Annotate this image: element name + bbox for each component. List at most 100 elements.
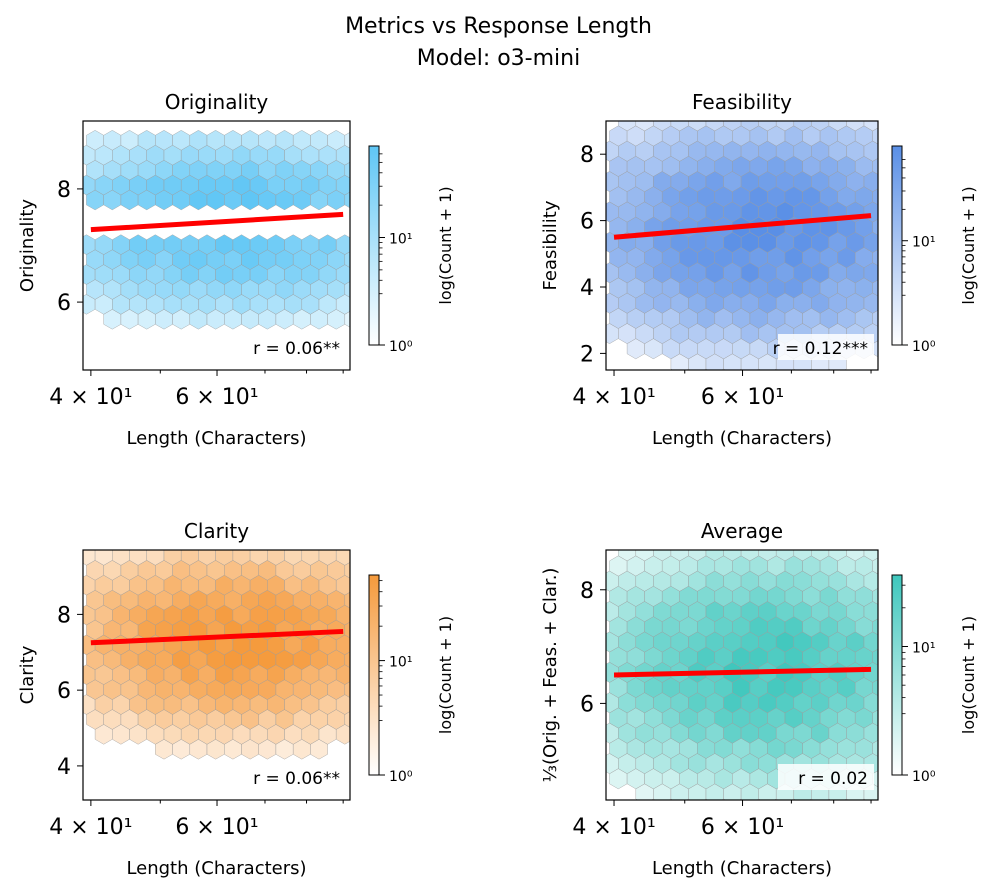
hexbin-cells <box>83 130 350 330</box>
hex-cell <box>793 550 812 562</box>
hex-cell <box>336 234 350 255</box>
colorbar-tick-label: 10¹ <box>389 232 412 248</box>
x-axis-label: Length (Characters) <box>126 858 306 879</box>
correlation-label: r = 0.06** <box>253 769 340 789</box>
x-tick-label: 6 × 10¹ <box>701 815 784 840</box>
hex-cell <box>846 550 865 562</box>
correlation-label: r = 0.02 <box>798 769 868 789</box>
hex-cell <box>740 550 759 562</box>
x-tick-label: 4 × 10¹ <box>49 385 132 410</box>
correlation-annotation: r = 0.06** <box>250 334 346 360</box>
panel-title: Clarity <box>184 519 249 543</box>
hex-cell <box>820 525 838 545</box>
colorbar-label: log(Count + 1) <box>436 186 455 304</box>
hex-cell <box>705 550 724 562</box>
colorbar-tick-label: 10¹ <box>912 640 935 656</box>
panel-title: Average <box>701 519 783 543</box>
regression-line <box>90 211 344 233</box>
colorbar-label: log(Count + 1) <box>959 186 978 304</box>
hex-cell <box>300 550 303 551</box>
axes-frame <box>82 120 351 371</box>
y-axis-label: Clarity <box>17 645 38 704</box>
hex-cell <box>838 95 856 115</box>
colorbar-tick-label: 10⁰ <box>389 339 413 355</box>
hex-cell <box>811 550 830 562</box>
hex-cell <box>162 550 166 551</box>
hex-cell <box>820 95 838 115</box>
y-tick-label: 4 <box>57 755 71 780</box>
y-tick-label: 6 <box>580 210 594 235</box>
hex-cell <box>128 550 131 551</box>
x-axis-label: Length (Characters) <box>652 428 832 449</box>
x-tick-label: 6 × 10¹ <box>175 385 258 410</box>
y-tick-label: 8 <box>57 603 71 628</box>
hex-cell <box>723 550 742 562</box>
colorbar-tick-label: 10¹ <box>912 235 935 251</box>
hex-cell <box>855 525 873 545</box>
x-tick-label: 6 × 10¹ <box>175 815 258 840</box>
hex-cell <box>803 525 821 545</box>
hex-cell <box>345 531 362 551</box>
hexbin-cells <box>83 531 362 760</box>
x-tick-label: 6 × 10¹ <box>701 385 784 410</box>
hex-cell <box>680 525 698 545</box>
hex-cell <box>283 550 286 551</box>
hex-cell <box>662 525 680 545</box>
annotation-box <box>778 334 874 360</box>
axes-frame <box>605 120 879 371</box>
hex-cell <box>653 550 672 562</box>
hex-cell <box>688 121 707 132</box>
y-tick-label: 8 <box>57 178 71 203</box>
y-tick-label: 6 <box>57 679 71 704</box>
hex-cell <box>758 121 777 132</box>
colorbar-label: log(Count + 1) <box>436 616 455 734</box>
x-tick-label: 4 × 10¹ <box>572 385 655 410</box>
y-tick-label: 6 <box>57 291 71 316</box>
y-axis-label: Originality <box>17 199 38 292</box>
hex-cell <box>863 550 878 562</box>
x-tick-label: 4 × 10¹ <box>572 815 655 840</box>
axes-frame <box>605 549 879 801</box>
hex-cell <box>740 121 759 132</box>
x-tick-label: 4 × 10¹ <box>49 815 132 840</box>
panel-clarity: Clarity 4 × 10¹ 6 × 10¹ Length (Characters)… <box>17 519 455 879</box>
hex-cell <box>838 525 856 545</box>
y-tick-label: 2 <box>580 342 594 367</box>
hex-cell <box>793 121 812 132</box>
correlation-annotation: r = 0.02 <box>778 764 874 790</box>
hex-cell <box>670 550 689 562</box>
hex-cell <box>344 132 350 149</box>
hex-cell <box>828 121 847 132</box>
hex-cell <box>688 550 707 562</box>
hex-cell <box>828 550 847 562</box>
hex-cell <box>635 121 654 132</box>
hex-cell <box>317 550 321 551</box>
correlation-annotation: r = 0.12*** <box>773 334 874 360</box>
hex-cell <box>618 121 636 132</box>
panel-originality: Originality 4 × 10¹ 6 × 10¹ Length (Charact… <box>17 90 455 449</box>
colorbar <box>368 145 380 346</box>
correlation-annotation: r = 0.06** <box>250 764 346 790</box>
hex-cell <box>776 550 794 562</box>
colorbar-tick-label: 10⁰ <box>912 339 936 355</box>
hex-cell <box>846 121 865 132</box>
y-axis-label: ⅓(Orig. + Feas. + Clar.) <box>540 568 561 783</box>
hex-cell <box>803 95 821 115</box>
hex-cell <box>705 121 724 132</box>
figure-subtitle: Model: o3-mini <box>416 46 581 71</box>
hex-cell <box>662 95 680 115</box>
hex-cell <box>863 121 878 132</box>
colorbar <box>891 145 903 346</box>
y-tick-label: 6 <box>580 692 594 717</box>
hex-cell <box>266 550 269 551</box>
x-axis-label: Length (Characters) <box>126 428 306 449</box>
hex-cell <box>653 121 672 132</box>
hex-cell <box>723 121 742 132</box>
panel-average: Average 4 × 10¹ 6 × 10¹ Length (Characters)… <box>540 519 978 879</box>
hex-cell <box>758 550 777 562</box>
hex-cell <box>618 550 636 562</box>
panel-title: Feasibility <box>692 90 792 114</box>
y-tick-label: 4 <box>580 276 594 301</box>
annotation-box <box>250 334 346 360</box>
